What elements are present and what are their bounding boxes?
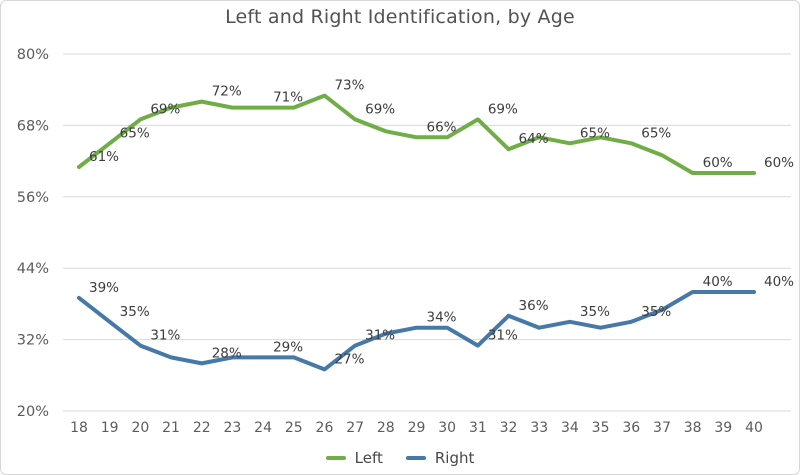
data-label-left: 69%	[150, 101, 180, 117]
x-axis-tick-label: 33	[530, 420, 548, 436]
data-label-left: 73%	[334, 78, 364, 94]
y-axis-tick-label: 20%	[17, 404, 49, 420]
y-axis-tick-label: 68%	[17, 118, 49, 134]
data-label-left: 65%	[120, 125, 150, 141]
data-label-left: 66%	[426, 119, 456, 135]
series-line-right	[77, 290, 756, 372]
data-label-right: 36%	[519, 298, 549, 314]
x-axis-tick-label: 32	[500, 420, 518, 436]
data-label-right: 35%	[580, 304, 610, 320]
x-axis-tick-label: 20	[131, 420, 149, 436]
data-label-left: 61%	[89, 149, 119, 165]
chart-title: Left and Right Identification, by Age	[225, 6, 575, 28]
data-label-left: 71%	[273, 90, 303, 106]
y-axis-tick-label: 44%	[17, 261, 49, 277]
chart-legend: Left Right	[1, 449, 799, 467]
data-label-left: 65%	[580, 125, 610, 141]
x-axis-tick-label: 24	[254, 420, 272, 436]
legend-swatch-right-icon	[405, 456, 426, 460]
x-axis-tick-label: 37	[653, 420, 671, 436]
x-axis-tick-label: 19	[101, 420, 119, 436]
data-label-left: 64%	[519, 131, 549, 147]
data-label-right: 27%	[334, 351, 364, 367]
data-label-right: 31%	[150, 328, 180, 344]
data-label-left: 69%	[365, 101, 395, 117]
data-label-right: 31%	[488, 328, 518, 344]
legend-label-right: Right	[434, 449, 475, 467]
data-label-right: 40%	[703, 274, 733, 290]
legend-label-left: Left	[354, 449, 383, 467]
x-axis-tick-label: 26	[316, 420, 334, 436]
data-label-left: 72%	[212, 84, 242, 100]
x-axis-tick-label: 39	[714, 420, 732, 436]
x-axis-tick-label: 40	[745, 420, 763, 436]
x-axis-tick-label: 36	[622, 420, 640, 436]
x-axis-tick-label: 25	[285, 420, 303, 436]
data-label-right: 28%	[212, 345, 242, 361]
data-label-left: 60%	[703, 155, 733, 171]
x-axis-tick-label: 22	[193, 420, 211, 436]
series-line-left	[77, 93, 756, 175]
data-label-right: 35%	[641, 304, 671, 320]
x-axis-tick-label: 31	[469, 420, 487, 436]
data-label-right: 29%	[273, 339, 303, 355]
data-label-left: 65%	[641, 125, 671, 141]
data-label-right: 39%	[89, 280, 119, 296]
y-axis-tick-label: 32%	[17, 333, 49, 349]
x-axis-tick-label: 30	[438, 420, 456, 436]
y-axis-tick-label: 56%	[17, 190, 49, 206]
x-axis-tick-label: 35	[592, 420, 610, 436]
data-label-right: 31%	[365, 328, 395, 344]
x-axis-tick-label: 29	[408, 420, 426, 436]
legend-swatch-left-icon	[325, 456, 346, 460]
y-axis-tick-label: 80%	[17, 47, 49, 63]
data-label-left: 60%	[764, 155, 794, 171]
x-axis-tick-label: 27	[346, 420, 364, 436]
data-label-right: 40%	[764, 274, 794, 290]
data-label-right: 35%	[120, 304, 150, 320]
legend-item-left: Left	[325, 449, 383, 467]
x-axis-tick-label: 28	[377, 420, 395, 436]
x-axis-tick-label: 38	[684, 420, 702, 436]
x-axis-tick-label: 34	[561, 420, 579, 436]
legend-item-right: Right	[405, 449, 475, 467]
x-axis-tick-label: 18	[70, 420, 88, 436]
data-label-right: 34%	[426, 310, 456, 326]
x-axis-tick-label: 23	[223, 420, 241, 436]
x-axis-tick-label: 21	[162, 420, 180, 436]
data-label-left: 69%	[488, 101, 518, 117]
